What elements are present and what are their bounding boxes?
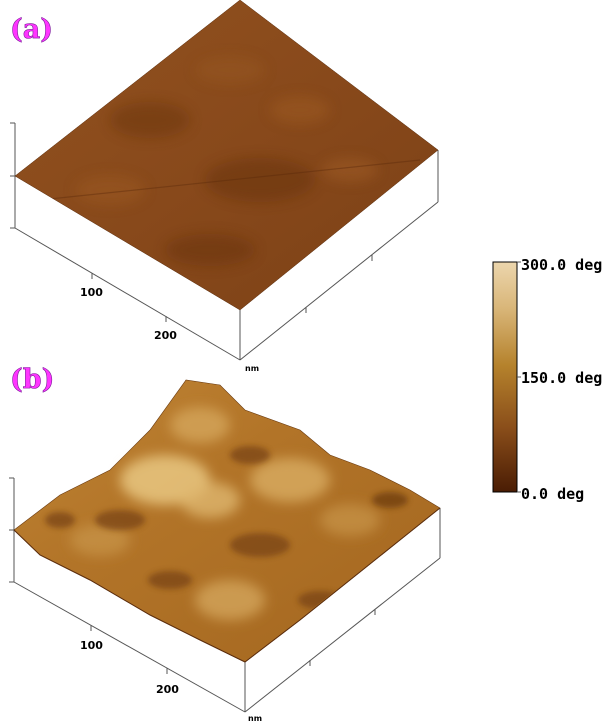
panel-a-label: (a) bbox=[10, 14, 53, 45]
panel-b-label: (b) bbox=[10, 364, 54, 395]
panel-b-tick-200: 200 bbox=[156, 683, 179, 696]
panel-b: (b) bbox=[9, 364, 441, 722]
panel-a-texture bbox=[39, 56, 421, 266]
panel-a-tick-100: 100 bbox=[80, 286, 103, 299]
panel-b-unit: nm bbox=[248, 714, 262, 722]
colorbar-gradient bbox=[492, 261, 518, 493]
colorbar-min-label: 0.0 deg bbox=[521, 485, 584, 503]
colorbar: 300.0 deg 150.0 deg 0.0 deg bbox=[492, 256, 602, 503]
panel-b-texture bbox=[45, 407, 408, 620]
colorbar-mid-label: 150.0 deg bbox=[521, 369, 602, 387]
panel-b-front-edge bbox=[13, 507, 441, 663]
panel-a: (a) bbox=[10, 0, 439, 373]
panel-a-axes bbox=[10, 122, 439, 361]
panel-a-unit: nm bbox=[245, 364, 259, 373]
colorbar-max-label: 300.0 deg bbox=[521, 256, 602, 274]
panel-a-tick-200: 200 bbox=[154, 329, 177, 342]
panel-b-tick-100: 100 bbox=[80, 639, 103, 652]
panel-a-surface bbox=[14, 0, 439, 311]
